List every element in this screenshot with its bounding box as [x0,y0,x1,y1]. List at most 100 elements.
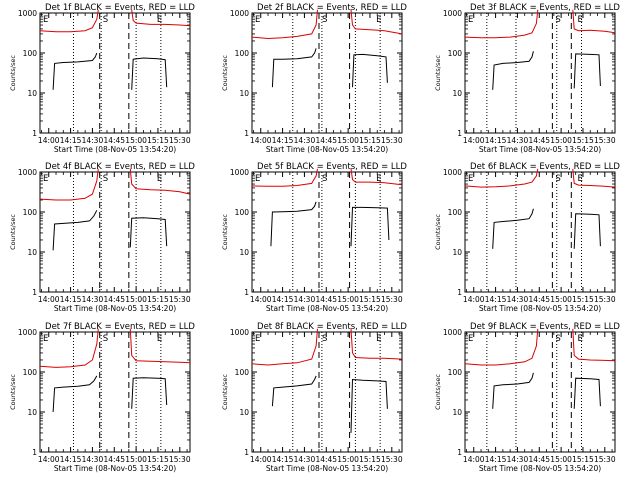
corner-mark-e: E [578,174,583,184]
events-series-line-seg1 [492,208,534,249]
x-tick-label: 15:30 [169,455,191,464]
y-axis-label: Counts/sec [221,55,229,91]
lld-series-line-seg1 [39,9,99,33]
x-tick-label: 14:15 [272,136,294,145]
x-tick-label: 14:30 [507,455,529,464]
x-tick-label: 15:30 [169,136,191,145]
x-axis-label: Start Time (08-Nov-05 13:54:20) [266,304,388,313]
x-axis-label: Start Time (08-Nov-05 13:54:20) [54,464,176,473]
x-tick-label: 15:00 [337,295,359,304]
x-tick-label: 14:00 [38,295,60,304]
x-tick-label: 15:15 [147,136,169,145]
chart-title: Det 7f BLACK = Events, RED = LLD [45,322,195,332]
lld-series-line-seg2 [129,328,191,364]
chart-panel-6: Det 6f BLACK = Events, RED = LLD 1 10 100 10… [434,162,620,313]
y-tick-label: 100 [23,208,38,217]
x-tick-label: 15:00 [550,295,572,304]
x-tick-label: 14:15 [60,455,82,464]
chart-panel-1: Det 1f BLACK = Events, RED = LLD 1 10 100 10… [9,3,195,154]
x-tick-label: 14:15 [485,136,507,145]
x-tick-label: 14:30 [82,136,104,145]
chart-title: Det 9f BLACK = Events, RED = LLD [470,322,620,332]
events-series-line-seg2 [129,217,168,248]
chart-title: Det 2f BLACK = Events, RED = LLD [257,3,407,13]
lld-series-line-seg1 [39,168,99,201]
y-tick-label: 1 [457,288,462,297]
chart-panel-9: Det 9f BLACK = Events, RED = LLD 1 10 100 10… [434,322,620,473]
corner-mark-e: E [468,334,473,344]
events-series-line-seg1 [492,51,534,90]
chart-panel-8: Det 8f BLACK = Events, RED = LLD 1 10 100 10… [221,322,407,473]
lld-series-line-seg1 [464,168,539,188]
y-tick-label: 1000 [230,168,249,177]
y-tick-label: 10 [452,89,462,98]
x-tick-label: 14:00 [463,136,485,145]
corner-mark-s: S [103,334,108,344]
lld-series-line-seg1 [464,328,539,366]
x-axis-label: Start Time (08-Nov-05 13:54:20) [266,464,388,473]
x-tick-label: 14:15 [485,295,507,304]
y-tick-label: 1000 [18,168,37,177]
x-tick-label: 15:30 [594,455,616,464]
y-tick-label: 10 [452,248,462,257]
corner-mark-e: E [376,15,381,25]
plot-frame [39,331,191,453]
corner-mark-s: S [103,15,108,25]
y-tick-label: 100 [23,368,38,377]
x-tick-label: 14:00 [463,295,485,304]
x-tick-label: 14:15 [60,295,82,304]
plot-frame [251,12,403,134]
x-tick-label: 15:30 [594,136,616,145]
chart-title: Det 6f BLACK = Events, RED = LLD [470,162,620,172]
x-tick-label: 14:45 [315,455,337,464]
y-tick-label: 1 [32,129,37,138]
x-tick-label: 15:30 [381,136,403,145]
plot-frame [39,12,191,134]
y-tick-label: 100 [235,49,250,58]
x-tick-label: 14:30 [82,295,104,304]
x-tick-label: 14:30 [507,136,529,145]
y-tick-label: 100 [23,49,38,58]
x-tick-label: 15:00 [125,455,147,464]
y-axis-label: Counts/sec [434,374,442,410]
x-tick-label: 14:00 [250,455,272,464]
events-series-line-seg1 [270,201,317,247]
plot-frame [464,171,616,293]
corner-mark-e: E [578,334,583,344]
y-axis-label: Counts/sec [434,214,442,250]
x-tick-label: 14:45 [528,136,550,145]
x-tick-label: 14:30 [82,455,104,464]
corner-mark-e: E [255,174,260,184]
y-tick-label: 100 [448,49,463,58]
chart-title: Det 3f BLACK = Events, RED = LLD [470,3,620,13]
x-tick-label: 15:15 [572,136,594,145]
chart-title: Det 4f BLACK = Events, RED = LLD [45,162,195,172]
x-axis-label: Start Time (08-Nov-05 13:54:20) [266,145,388,154]
y-tick-label: 1 [244,129,249,138]
x-tick-label: 15:15 [359,136,381,145]
y-axis-label: Counts/sec [9,374,17,410]
lld-series-line-seg2 [572,9,616,34]
lld-series-line-seg2 [131,9,191,27]
x-tick-label: 14:00 [250,295,272,304]
plot-frame [464,12,616,134]
y-tick-label: 1000 [18,328,37,337]
lld-series-line-seg1 [251,328,318,366]
chart-panel-7: Det 7f BLACK = Events, RED = LLD 1 10 100 10… [9,322,195,473]
x-axis-label: Start Time (08-Nov-05 13:54:20) [54,145,176,154]
x-tick-label: 14:45 [103,136,125,145]
corner-mark-s: S [555,15,560,25]
events-series-line-seg1 [271,48,317,88]
corner-mark-e: E [157,15,162,25]
lld-series-line-seg1 [464,9,539,39]
y-axis-label: Counts/sec [221,374,229,410]
lld-series-line-seg2 [350,168,403,186]
events-series-line-seg2 [573,213,601,249]
x-tick-label: 14:30 [294,455,316,464]
corner-mark-s: S [555,174,560,184]
y-tick-label: 100 [448,368,463,377]
y-tick-label: 1000 [443,328,462,337]
y-tick-label: 10 [452,408,462,417]
chart-panel-4: Det 4f BLACK = Events, RED = LLD 1 10 100 10… [9,162,195,313]
